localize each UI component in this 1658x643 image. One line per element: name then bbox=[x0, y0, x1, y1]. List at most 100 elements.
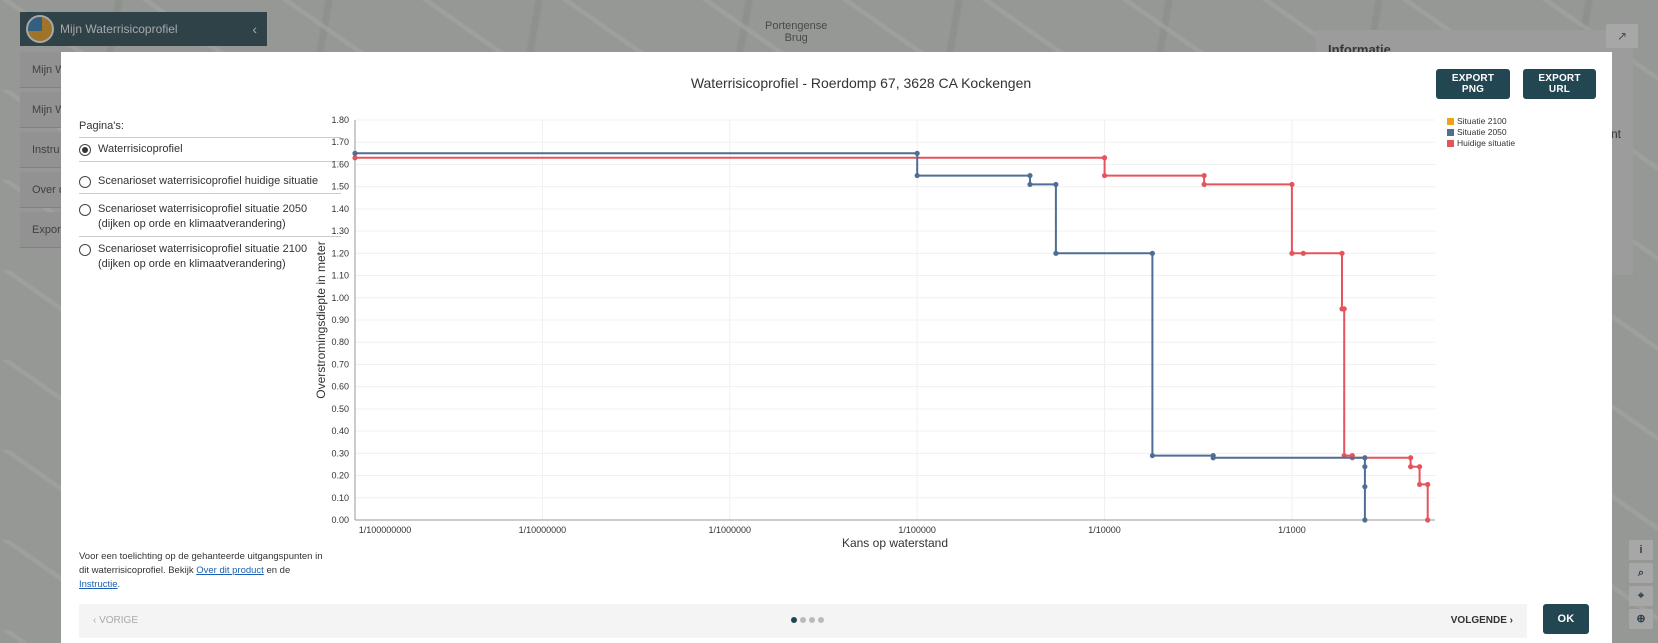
information-panel-snippet: nt bbox=[1611, 127, 1622, 141]
data-point bbox=[1425, 517, 1431, 523]
x-tick-label: 1/10000000 bbox=[519, 525, 567, 535]
map-place-label: Portengense Brug bbox=[765, 20, 828, 44]
map-tools: i ⌕ ⌖ ⊕ bbox=[1629, 540, 1653, 629]
data-point bbox=[1362, 517, 1368, 523]
pagination-bar: ‹ VORIGE VOLGENDE › bbox=[79, 604, 1527, 638]
y-tick-label: 0.00 bbox=[331, 515, 349, 525]
data-point bbox=[1362, 464, 1368, 470]
radio-unselected[interactable] bbox=[79, 204, 91, 216]
previous-button[interactable]: ‹ VORIGE bbox=[93, 615, 139, 626]
y-tick-label: 1.80 bbox=[331, 115, 349, 125]
data-point bbox=[1416, 464, 1423, 470]
data-point bbox=[1362, 484, 1368, 490]
data-point bbox=[1101, 155, 1108, 161]
legend-label: Situatie 2100 bbox=[1457, 116, 1507, 126]
app-header[interactable]: Mijn Waterrisicoprofiel ‹ bbox=[20, 12, 267, 46]
divider bbox=[79, 137, 341, 138]
profile-modal: Waterrisicoprofiel - Roerdomp 67, 3628 C… bbox=[61, 52, 1612, 643]
y-tick-label: 0.70 bbox=[331, 359, 349, 369]
data-point bbox=[1201, 181, 1207, 188]
chevron-left-icon[interactable]: ‹ bbox=[252, 21, 257, 37]
y-tick-label: 1.50 bbox=[331, 182, 349, 192]
page-dot[interactable] bbox=[818, 617, 824, 623]
page-option-situatie-2100[interactable]: Scenarioset waterrisicoprofiel situatie … bbox=[79, 242, 341, 276]
export-url-button[interactable]: EXPORT URL bbox=[1523, 69, 1596, 99]
page-option-label: Scenarioset waterrisicoprofiel situatie … bbox=[98, 203, 308, 230]
page-option-label: Scenarioset waterrisicoprofiel huidige s… bbox=[98, 175, 319, 187]
page-dot[interactable] bbox=[800, 617, 806, 623]
radio-unselected[interactable] bbox=[79, 176, 91, 188]
info-icon[interactable]: i bbox=[1629, 540, 1653, 560]
export-png-button[interactable]: EXPORT PNG bbox=[1436, 69, 1510, 99]
data-point bbox=[1149, 250, 1155, 256]
data-point bbox=[914, 172, 920, 179]
modal-title: Waterrisicoprofiel - Roerdomp 67, 3628 C… bbox=[690, 75, 1032, 91]
y-tick-label: 1.10 bbox=[331, 271, 349, 281]
y-tick-label: 0.60 bbox=[331, 382, 349, 392]
data-point bbox=[1289, 250, 1295, 256]
x-tick-label: 1/10000 bbox=[1088, 525, 1121, 535]
ok-button[interactable]: OK bbox=[1543, 604, 1589, 634]
page-option-label: Scenarioset waterrisicoprofiel situatie … bbox=[98, 243, 308, 270]
y-tick-label: 1.00 bbox=[331, 293, 349, 303]
data-point bbox=[1053, 250, 1059, 256]
y-tick-label: 1.70 bbox=[331, 137, 349, 147]
x-tick-label: 1/1000000 bbox=[709, 525, 752, 535]
page-option-situatie-2050[interactable]: Scenarioset waterrisicoprofiel situatie … bbox=[79, 202, 341, 237]
data-point bbox=[1425, 481, 1431, 488]
pages-label: Pagina's: bbox=[79, 120, 124, 132]
app-logo bbox=[26, 15, 54, 43]
over-dit-product-link[interactable]: Over dit product bbox=[196, 565, 264, 576]
legend-swatch bbox=[1447, 140, 1454, 147]
data-point bbox=[1053, 181, 1059, 188]
data-point bbox=[1027, 172, 1033, 179]
external-link-icon[interactable]: ↗ bbox=[1606, 24, 1638, 48]
page-option-label: Waterrisicoprofiel bbox=[98, 143, 183, 155]
data-point bbox=[352, 155, 358, 161]
page-option-waterrisicoprofiel[interactable]: Waterrisicoprofiel bbox=[79, 142, 341, 162]
x-tick-label: 1/100000 bbox=[898, 525, 936, 535]
globe-icon[interactable]: ⊕ bbox=[1629, 609, 1653, 629]
data-point bbox=[1101, 172, 1108, 179]
radio-selected[interactable] bbox=[79, 144, 91, 156]
x-axis-label: Kans op waterstand bbox=[842, 536, 948, 550]
risk-profile-chart: 0.00 0.10 0.20 0.30 0.40 0.50 0.60 0.70 0.80 0.90… bbox=[314, 115, 1515, 550]
data-point bbox=[1339, 250, 1345, 256]
data-point bbox=[1149, 452, 1155, 459]
y-tick-label: 1.30 bbox=[331, 226, 349, 236]
page-dot[interactable] bbox=[791, 617, 797, 623]
instructie-link[interactable]: Instructie bbox=[79, 579, 118, 590]
data-point bbox=[1416, 481, 1423, 488]
radio-unselected[interactable] bbox=[79, 244, 91, 256]
next-button[interactable]: VOLGENDE › bbox=[1450, 615, 1513, 626]
page-dot[interactable] bbox=[809, 617, 815, 623]
data-point bbox=[1289, 181, 1295, 188]
data-point bbox=[914, 150, 920, 156]
data-point bbox=[1210, 455, 1216, 461]
legend-swatch bbox=[1447, 129, 1454, 136]
search-icon[interactable]: ⌕ bbox=[1629, 563, 1653, 583]
page-option-huidige-situatie[interactable]: Scenarioset waterrisicoprofiel huidige s… bbox=[79, 174, 341, 194]
data-point bbox=[1341, 306, 1347, 312]
legend-label: Situatie 2050 bbox=[1457, 127, 1507, 137]
app-title: Mijn Waterrisicoprofiel bbox=[60, 22, 178, 36]
y-tick-label: 1.60 bbox=[331, 159, 349, 169]
page-dots bbox=[791, 617, 824, 623]
y-tick-label: 0.50 bbox=[331, 404, 349, 414]
data-point bbox=[1300, 250, 1306, 256]
y-tick-label: 0.30 bbox=[331, 448, 349, 458]
y-tick-label: 0.80 bbox=[331, 337, 349, 347]
legend-swatch bbox=[1447, 118, 1454, 125]
y-tick-label: 0.10 bbox=[331, 493, 349, 503]
y-tick-label: 0.90 bbox=[331, 315, 349, 325]
data-point bbox=[1362, 455, 1368, 461]
data-point bbox=[1027, 181, 1033, 188]
legend-label: Huidige situatie bbox=[1457, 138, 1515, 148]
y-tick-label: 1.20 bbox=[331, 248, 349, 258]
y-tick-label: 1.40 bbox=[331, 204, 349, 214]
locate-icon[interactable]: ⌖ bbox=[1629, 586, 1653, 606]
x-tick-label: 1/1000 bbox=[1278, 525, 1306, 535]
footnote: Voor een toelichting op de gehanteerde u… bbox=[79, 551, 323, 590]
x-tick-label: 1/100000000 bbox=[359, 525, 412, 535]
series-line bbox=[355, 156, 1429, 520]
